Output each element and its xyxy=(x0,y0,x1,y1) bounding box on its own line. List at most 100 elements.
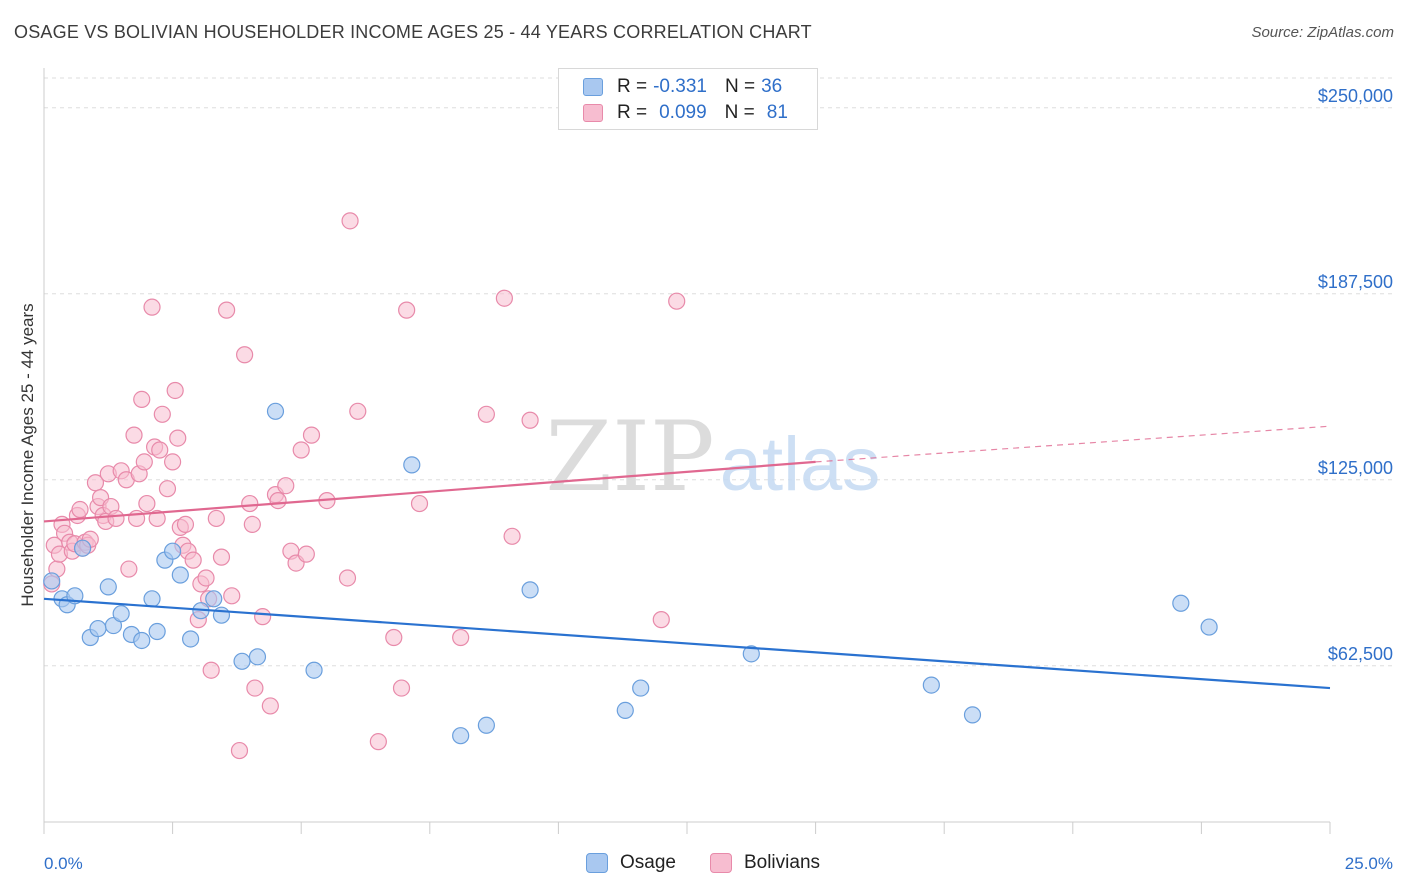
osage-point xyxy=(521,581,539,599)
chart-title: OSAGE VS BOLIVIAN HOUSEHOLDER INCOME AGE… xyxy=(14,22,812,42)
bolivians-point xyxy=(269,491,287,510)
bolivians-point xyxy=(169,429,187,447)
osage-point xyxy=(133,631,151,650)
bolivians-legend-label: Bolivians xyxy=(743,852,821,873)
bolivians-n-label: N = xyxy=(724,102,755,123)
bolivians-point xyxy=(385,628,403,647)
bolivians-point xyxy=(277,477,295,495)
bolivians-point xyxy=(338,569,357,587)
bolivians-point xyxy=(138,494,156,513)
y-tick-label: $250,000 xyxy=(1318,86,1393,106)
bolivians-point xyxy=(246,679,264,697)
x-tick-label-min: 0.0% xyxy=(44,854,83,873)
bolivians-point xyxy=(120,560,138,578)
osage-point xyxy=(266,402,285,420)
bolivians-point xyxy=(148,509,166,528)
bolivians-point xyxy=(398,301,416,319)
bolivians-point xyxy=(241,494,259,513)
osage-point xyxy=(1200,618,1218,636)
osage-legend-swatch xyxy=(585,853,608,873)
bolivians-point xyxy=(292,441,310,459)
bolivians-point xyxy=(158,480,177,498)
osage-point xyxy=(89,619,107,638)
bolivians-point xyxy=(197,569,215,587)
source-credit: Source: ZipAtlas.com xyxy=(1251,24,1394,41)
osage-point xyxy=(616,701,634,720)
osage-point xyxy=(73,539,92,557)
bolivians-point xyxy=(125,426,143,444)
osage-legend-label: Osage xyxy=(619,852,676,873)
bolivians-point xyxy=(503,527,521,545)
bolivians-point xyxy=(166,381,184,400)
bolivians-point xyxy=(349,402,367,420)
bolivians-point xyxy=(164,453,182,471)
osage-point xyxy=(632,679,650,697)
bolivians-point xyxy=(261,697,279,715)
osage-point xyxy=(742,645,760,663)
watermark-atlas: atlas xyxy=(720,422,881,507)
bolivians-point xyxy=(243,515,261,534)
trend-lines xyxy=(43,425,1331,690)
bolivians-swatch xyxy=(583,104,603,122)
y-tick-label: $62,500 xyxy=(1328,644,1393,664)
osage-point xyxy=(248,648,267,666)
bolivians-point xyxy=(184,551,202,569)
bolivians-point xyxy=(668,292,686,310)
bolivians-points xyxy=(43,212,686,760)
bolivians-trend-extension xyxy=(815,425,1331,463)
osage-trend-line xyxy=(43,597,1331,690)
bolivians-point xyxy=(176,515,195,534)
bolivians-point xyxy=(392,679,411,697)
osage-r-label: R = xyxy=(617,76,648,97)
osage-point xyxy=(305,661,323,679)
y-tick-label: $187,500 xyxy=(1318,272,1393,292)
bolivians-r-value: 0.099 xyxy=(659,102,707,123)
osage-point xyxy=(182,630,200,648)
osage-point xyxy=(148,622,166,641)
osage-n-value: 36 xyxy=(761,76,783,97)
osage-point xyxy=(212,606,231,624)
osage-swatch xyxy=(583,78,603,96)
watermark-zip: ZIP xyxy=(545,401,714,513)
gridlines xyxy=(44,77,1395,667)
bolivians-trend-line xyxy=(43,460,816,523)
bolivians-point xyxy=(218,301,236,319)
legend-item-osage: Osage xyxy=(585,852,676,874)
bolivians-point xyxy=(236,346,254,364)
osage-point xyxy=(477,716,495,734)
bolivians-point xyxy=(495,289,513,307)
osage-point xyxy=(104,616,123,635)
bolivians-point xyxy=(135,453,153,471)
bolivians-point xyxy=(230,741,249,760)
osage-point xyxy=(99,578,117,596)
bolivians-point xyxy=(143,298,161,316)
osage-point xyxy=(233,652,251,670)
axes xyxy=(43,68,1331,834)
bolivians-n-value: 81 xyxy=(766,102,788,123)
bolivians-point xyxy=(202,661,220,679)
bolivians-point xyxy=(341,212,359,230)
legend-item-bolivians: Bolivians xyxy=(709,852,821,874)
osage-points xyxy=(43,402,1218,745)
bolivians-point xyxy=(369,733,387,751)
bolivians-point xyxy=(302,426,321,444)
osage-point xyxy=(171,566,189,584)
legend-row-osage: R = -0.331 N = 36 xyxy=(583,75,782,99)
series-legend: Osage Bolivians xyxy=(0,852,1406,874)
osage-point xyxy=(143,590,161,608)
osage-point xyxy=(43,572,61,590)
y-tick-label: $125,000 xyxy=(1318,458,1393,478)
bolivians-point xyxy=(153,405,171,423)
osage-point xyxy=(1172,594,1190,612)
bolivians-point xyxy=(107,509,125,528)
osage-r-value: -0.331 xyxy=(653,76,707,97)
osage-point xyxy=(403,456,421,474)
bolivians-r-label: R = xyxy=(617,102,648,123)
bolivians-point xyxy=(223,587,241,605)
bolivians-point xyxy=(297,545,315,563)
bolivians-point xyxy=(207,509,225,528)
legend-row-bolivians: R = 0.099 N = 81 xyxy=(583,101,788,125)
bolivians-point xyxy=(477,405,495,423)
osage-point xyxy=(164,542,182,560)
